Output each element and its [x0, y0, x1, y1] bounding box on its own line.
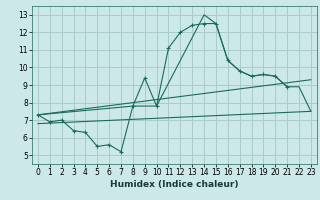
X-axis label: Humidex (Indice chaleur): Humidex (Indice chaleur)	[110, 180, 239, 189]
